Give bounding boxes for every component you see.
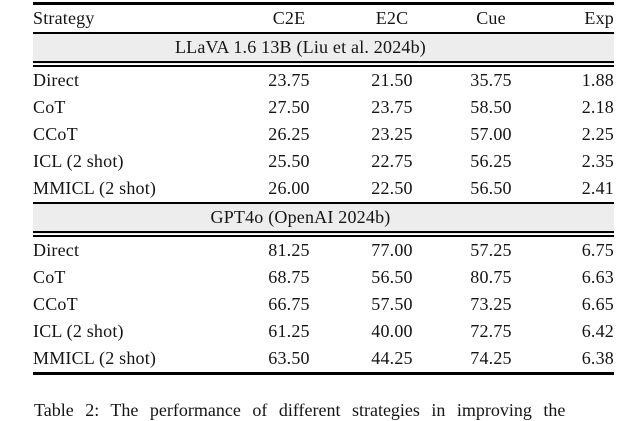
table-cell: 57.50 [371, 294, 413, 314]
column-header-e2c: E2C [345, 3, 439, 34]
table-cell: 73.25 [470, 294, 512, 314]
table-row: MMICL (2 shot) 63.50 44.25 74.25 6.38 [33, 345, 614, 374]
table-cell: 35.75 [470, 70, 512, 90]
column-header-exp: Exp [543, 3, 614, 34]
table-cell: 74.25 [470, 348, 512, 368]
table-cell: 23.75 [268, 70, 310, 90]
row-strategy-label: ICL (2 shot) [33, 151, 124, 171]
table-cell: 40.00 [371, 321, 413, 341]
table-cell: 77.00 [371, 240, 413, 260]
column-header-cue: Cue [439, 3, 543, 34]
section-header-row: GPT4o (OpenAI 2024b) [33, 202, 614, 237]
column-header-strategy: Strategy [33, 3, 233, 34]
table-cell: 66.75 [268, 294, 310, 314]
table-cell: 80.75 [470, 267, 512, 287]
row-strategy-label: MMICL (2 shot) [33, 348, 157, 368]
row-strategy-label: CCoT [33, 124, 78, 144]
table-row: MMICL (2 shot) 26.00 22.50 56.50 2.41 [33, 175, 614, 203]
row-strategy-label: Direct [33, 70, 80, 90]
table-cell: 6.38 [581, 348, 614, 368]
table-cell: 22.75 [371, 151, 413, 171]
table-cell: 56.25 [470, 151, 512, 171]
table-cell: 56.50 [371, 267, 413, 287]
row-strategy-label: Direct [33, 240, 80, 260]
table-row: ICL (2 shot) 61.25 40.00 72.75 6.42 [33, 318, 614, 345]
table-cell: 57.00 [470, 124, 512, 144]
table-cell: 26.00 [268, 178, 310, 198]
table-cell: 57.25 [470, 240, 512, 260]
row-strategy-label: ICL (2 shot) [33, 321, 124, 341]
table-cell: 6.65 [581, 294, 614, 314]
table-cell: 23.25 [371, 124, 413, 144]
table-caption: Table 2: The performance of different st… [34, 400, 566, 420]
table-cell: 61.25 [268, 321, 310, 341]
table-row: CoT 27.50 23.75 58.50 2.18 [33, 94, 614, 121]
table-cell: 2.25 [581, 124, 614, 144]
table-cell: 25.50 [268, 151, 310, 171]
table-cell: 81.25 [268, 240, 310, 260]
table-cell: 58.50 [470, 97, 512, 117]
table-row: CoT 68.75 56.50 80.75 6.63 [33, 264, 614, 291]
table-cell: 21.50 [371, 70, 413, 90]
table-row: ICL (2 shot) 25.50 22.75 56.25 2.35 [33, 148, 614, 175]
table-row: Direct 23.75 21.50 35.75 1.88 [33, 64, 614, 94]
table-cell: 6.63 [581, 267, 614, 287]
row-strategy-label: CoT [33, 267, 66, 287]
table-cell: 26.25 [268, 124, 310, 144]
column-header-row: Strategy C2E E2C Cue Exp [33, 3, 614, 34]
table-cell: 6.42 [581, 321, 614, 341]
table-cell: 44.25 [371, 348, 413, 368]
table-row: Direct 81.25 77.00 57.25 6.75 [33, 234, 614, 264]
table-cell: 23.75 [371, 97, 413, 117]
table-cell: 22.50 [371, 178, 413, 198]
results-table-container: Strategy C2E E2C Cue Exp LLaVA 1.6 13B (… [33, 2, 614, 420]
row-strategy-label: MMICL (2 shot) [33, 178, 157, 198]
table-cell: 2.35 [581, 151, 614, 171]
table-cell: 6.75 [581, 240, 614, 260]
table-row: CCoT 26.25 23.25 57.00 2.25 [33, 121, 614, 148]
row-strategy-label: CoT [33, 97, 66, 117]
section-header: GPT4o (OpenAI 2024b) [33, 202, 614, 237]
table-cell: 68.75 [268, 267, 310, 287]
table-cell: 2.18 [581, 97, 614, 117]
table-row: CCoT 66.75 57.50 73.25 6.65 [33, 291, 614, 318]
table-cell: 1.88 [581, 70, 614, 90]
section-header-row: LLaVA 1.6 13B (Liu et al. 2024b) [33, 33, 614, 67]
table-cell: 2.41 [581, 178, 614, 198]
table-cell: 56.50 [470, 178, 512, 198]
table-cell: 72.75 [470, 321, 512, 341]
table-cell: 63.50 [268, 348, 310, 368]
row-strategy-label: CCoT [33, 294, 78, 314]
table-cell: 27.50 [268, 97, 310, 117]
column-header-c2e: C2E [233, 3, 345, 34]
section-header: LLaVA 1.6 13B (Liu et al. 2024b) [33, 33, 614, 67]
results-table: Strategy C2E E2C Cue Exp LLaVA 1.6 13B (… [33, 2, 614, 375]
